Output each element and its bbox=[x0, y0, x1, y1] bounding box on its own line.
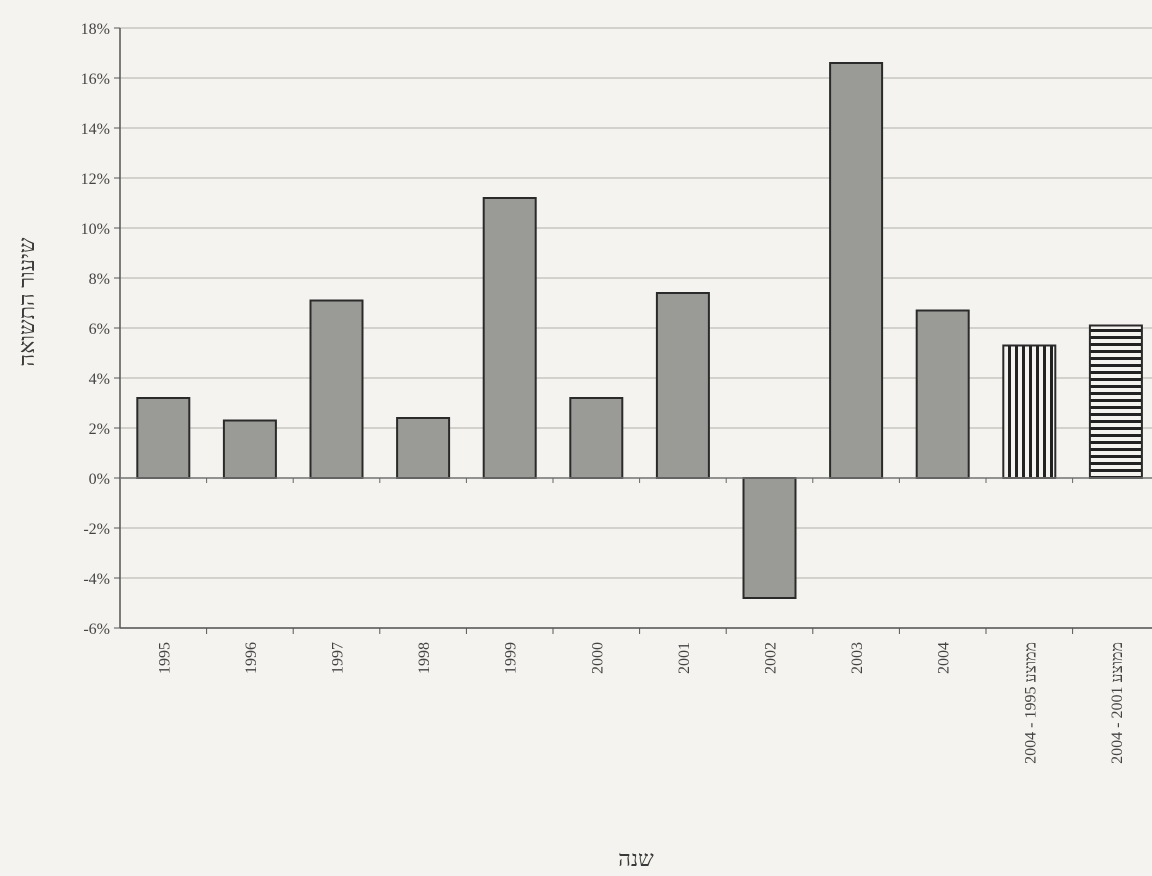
x-tick-label: ממוצע 2001 - 2004 bbox=[1109, 642, 1126, 764]
y-tick-label: 14% bbox=[81, 121, 110, 138]
bar-7 bbox=[742, 477, 797, 599]
x-tick-label: 1995 bbox=[156, 642, 173, 674]
bar-0 bbox=[136, 397, 191, 479]
bar-10 bbox=[1002, 344, 1057, 479]
y-tick-label: 12% bbox=[81, 171, 110, 188]
bar-5 bbox=[569, 397, 624, 479]
x-tick-label: ממוצע 1995 - 2004 bbox=[1022, 642, 1039, 764]
y-tick-label: 8% bbox=[89, 271, 110, 288]
bar-2 bbox=[309, 299, 364, 479]
gridlines bbox=[120, 27, 1152, 629]
x-tick-label: 2000 bbox=[589, 642, 606, 674]
bar-1 bbox=[222, 419, 277, 479]
y-tick-label: 6% bbox=[89, 321, 110, 338]
x-tick-label: 1998 bbox=[416, 642, 433, 674]
bar-9 bbox=[915, 309, 970, 479]
x-tick-label: 2003 bbox=[849, 642, 866, 674]
x-tick-label: 1999 bbox=[503, 642, 520, 674]
x-tick-label: 1996 bbox=[243, 642, 260, 674]
bar-3 bbox=[396, 417, 451, 479]
y-tick-label: 10% bbox=[81, 221, 110, 238]
bar-4 bbox=[482, 197, 537, 479]
x-tick-labels: 1995 1996 1997 1998 1999 2000 2001 2002 2003 2004… bbox=[156, 642, 1126, 764]
y-tick-label: 4% bbox=[89, 371, 110, 388]
x-tick-label: 2004 bbox=[936, 642, 953, 674]
y-tick-label: 16% bbox=[81, 71, 110, 88]
bar-8 bbox=[829, 62, 884, 479]
y-tick-label: 0% bbox=[89, 471, 110, 488]
x-tick-label: 2002 bbox=[763, 642, 780, 674]
bars bbox=[136, 62, 1143, 599]
y-axis-title: שיעור התשואה bbox=[14, 237, 39, 366]
x-tick-label: 1997 bbox=[330, 642, 347, 674]
y-tick-label: -4% bbox=[83, 571, 110, 588]
bar-6 bbox=[655, 292, 710, 479]
x-axis-title: שנה bbox=[618, 846, 654, 871]
y-tick-label: 2% bbox=[89, 421, 110, 438]
y-tick-labels: -6% -4% -2% 0% 2% 4% 6% 8% 10% 12% 14% 16% 18% bbox=[81, 21, 110, 638]
y-tick-label: 18% bbox=[81, 21, 110, 38]
x-tick-label: 2001 bbox=[676, 642, 693, 674]
y-tick-label: -6% bbox=[83, 621, 110, 638]
y-tick-label: -2% bbox=[83, 521, 110, 538]
bar-11 bbox=[1088, 324, 1143, 479]
axes bbox=[114, 27, 1152, 634]
